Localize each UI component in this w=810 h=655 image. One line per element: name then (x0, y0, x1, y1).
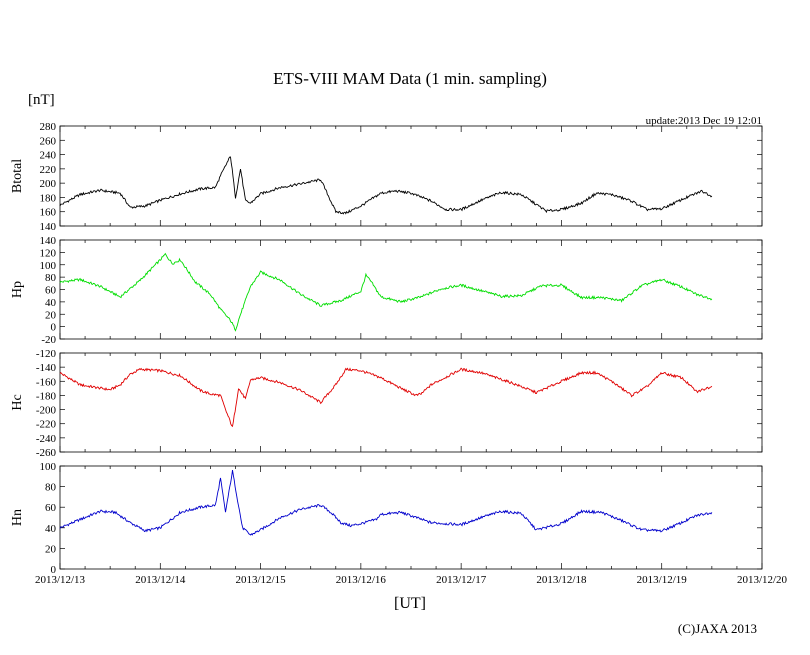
y-tick-label: 60 (45, 285, 57, 297)
y-tick-label: -140 (36, 362, 57, 374)
y-tick-label: 100 (40, 260, 57, 272)
x-tick-label: 2013/12/17 (436, 574, 487, 586)
y-tick-label: -20 (41, 334, 56, 346)
update-text: update:2013 Dec 19 12:01 (646, 115, 762, 127)
panel-frame (59, 125, 763, 227)
panel-hn: 0 20 40 60 80 100 Hn (10, 461, 763, 576)
y-tick-label: -200 (36, 405, 57, 417)
y-tick-label: 140 (40, 221, 57, 233)
y-tick-label: 280 (40, 121, 57, 133)
series-line-hc (59, 367, 713, 428)
y-tick-label: 80 (45, 272, 57, 284)
x-tick-label: 2013/12/19 (637, 574, 688, 586)
series-line-hp (59, 252, 713, 332)
y-tick-label: 120 (40, 247, 57, 259)
y-tick-label: 20 (45, 543, 57, 555)
y-tick-label: 0 (51, 564, 57, 576)
panel-ylabel: Hn (10, 509, 25, 526)
chart-title: ETS-VIII MAM Data (1 min. sampling) (273, 69, 547, 88)
panel-ylabel: Hp (10, 281, 25, 298)
x-tick-label: 2013/12/20 (737, 574, 788, 586)
y-tick-label: 0 (51, 322, 57, 334)
panel-ylabel: Hc (10, 394, 25, 410)
y-tick-label: -220 (36, 419, 57, 431)
panel-frame (59, 239, 763, 340)
y-tick-label: 60 (45, 502, 57, 514)
y-tick-label: -240 (36, 433, 57, 445)
x-axis-label: [UT] (394, 595, 426, 612)
panel-hc: -120 -140 -160 -180 -200 -220 -240 -260 Hc (10, 348, 763, 459)
series-line-hn (59, 470, 713, 536)
y-tick-label: 40 (45, 297, 57, 309)
panel-frame (59, 352, 763, 453)
y-tick-label: -180 (36, 390, 57, 402)
y-tick-label: 80 (45, 482, 57, 494)
y-tick-label: 140 (40, 235, 57, 247)
panel-btotal: 140 160 180 200 220 240 260 280 Btotal (10, 121, 763, 233)
unit-label: [nT] (28, 92, 55, 108)
y-tick-label: -160 (36, 376, 57, 388)
x-tick-label: 2013/12/13 (35, 574, 86, 586)
y-tick-label: 100 (40, 461, 57, 473)
series-line-btotal (59, 156, 713, 215)
y-tick-label: 40 (45, 523, 57, 535)
x-tick-label: 2013/12/18 (536, 574, 587, 586)
panel-frame (59, 465, 763, 570)
x-tick-label: 2013/12/14 (135, 574, 186, 586)
x-tick-label: 2013/12/16 (336, 574, 387, 586)
y-tick-label: -260 (36, 447, 57, 459)
y-tick-label: 240 (40, 150, 57, 162)
y-tick-label: 200 (40, 178, 57, 190)
y-tick-label: 220 (40, 164, 57, 176)
y-tick-label: -120 (36, 348, 57, 360)
y-tick-label: 260 (40, 135, 57, 147)
y-tick-label: 160 (40, 207, 57, 219)
copyright-text: (C)JAXA 2013 (678, 621, 757, 636)
x-tick-label: 2013/12/15 (236, 574, 287, 586)
y-tick-label: 20 (45, 309, 57, 321)
y-tick-label: 180 (40, 192, 57, 204)
panel-ylabel: Btotal (10, 159, 25, 193)
